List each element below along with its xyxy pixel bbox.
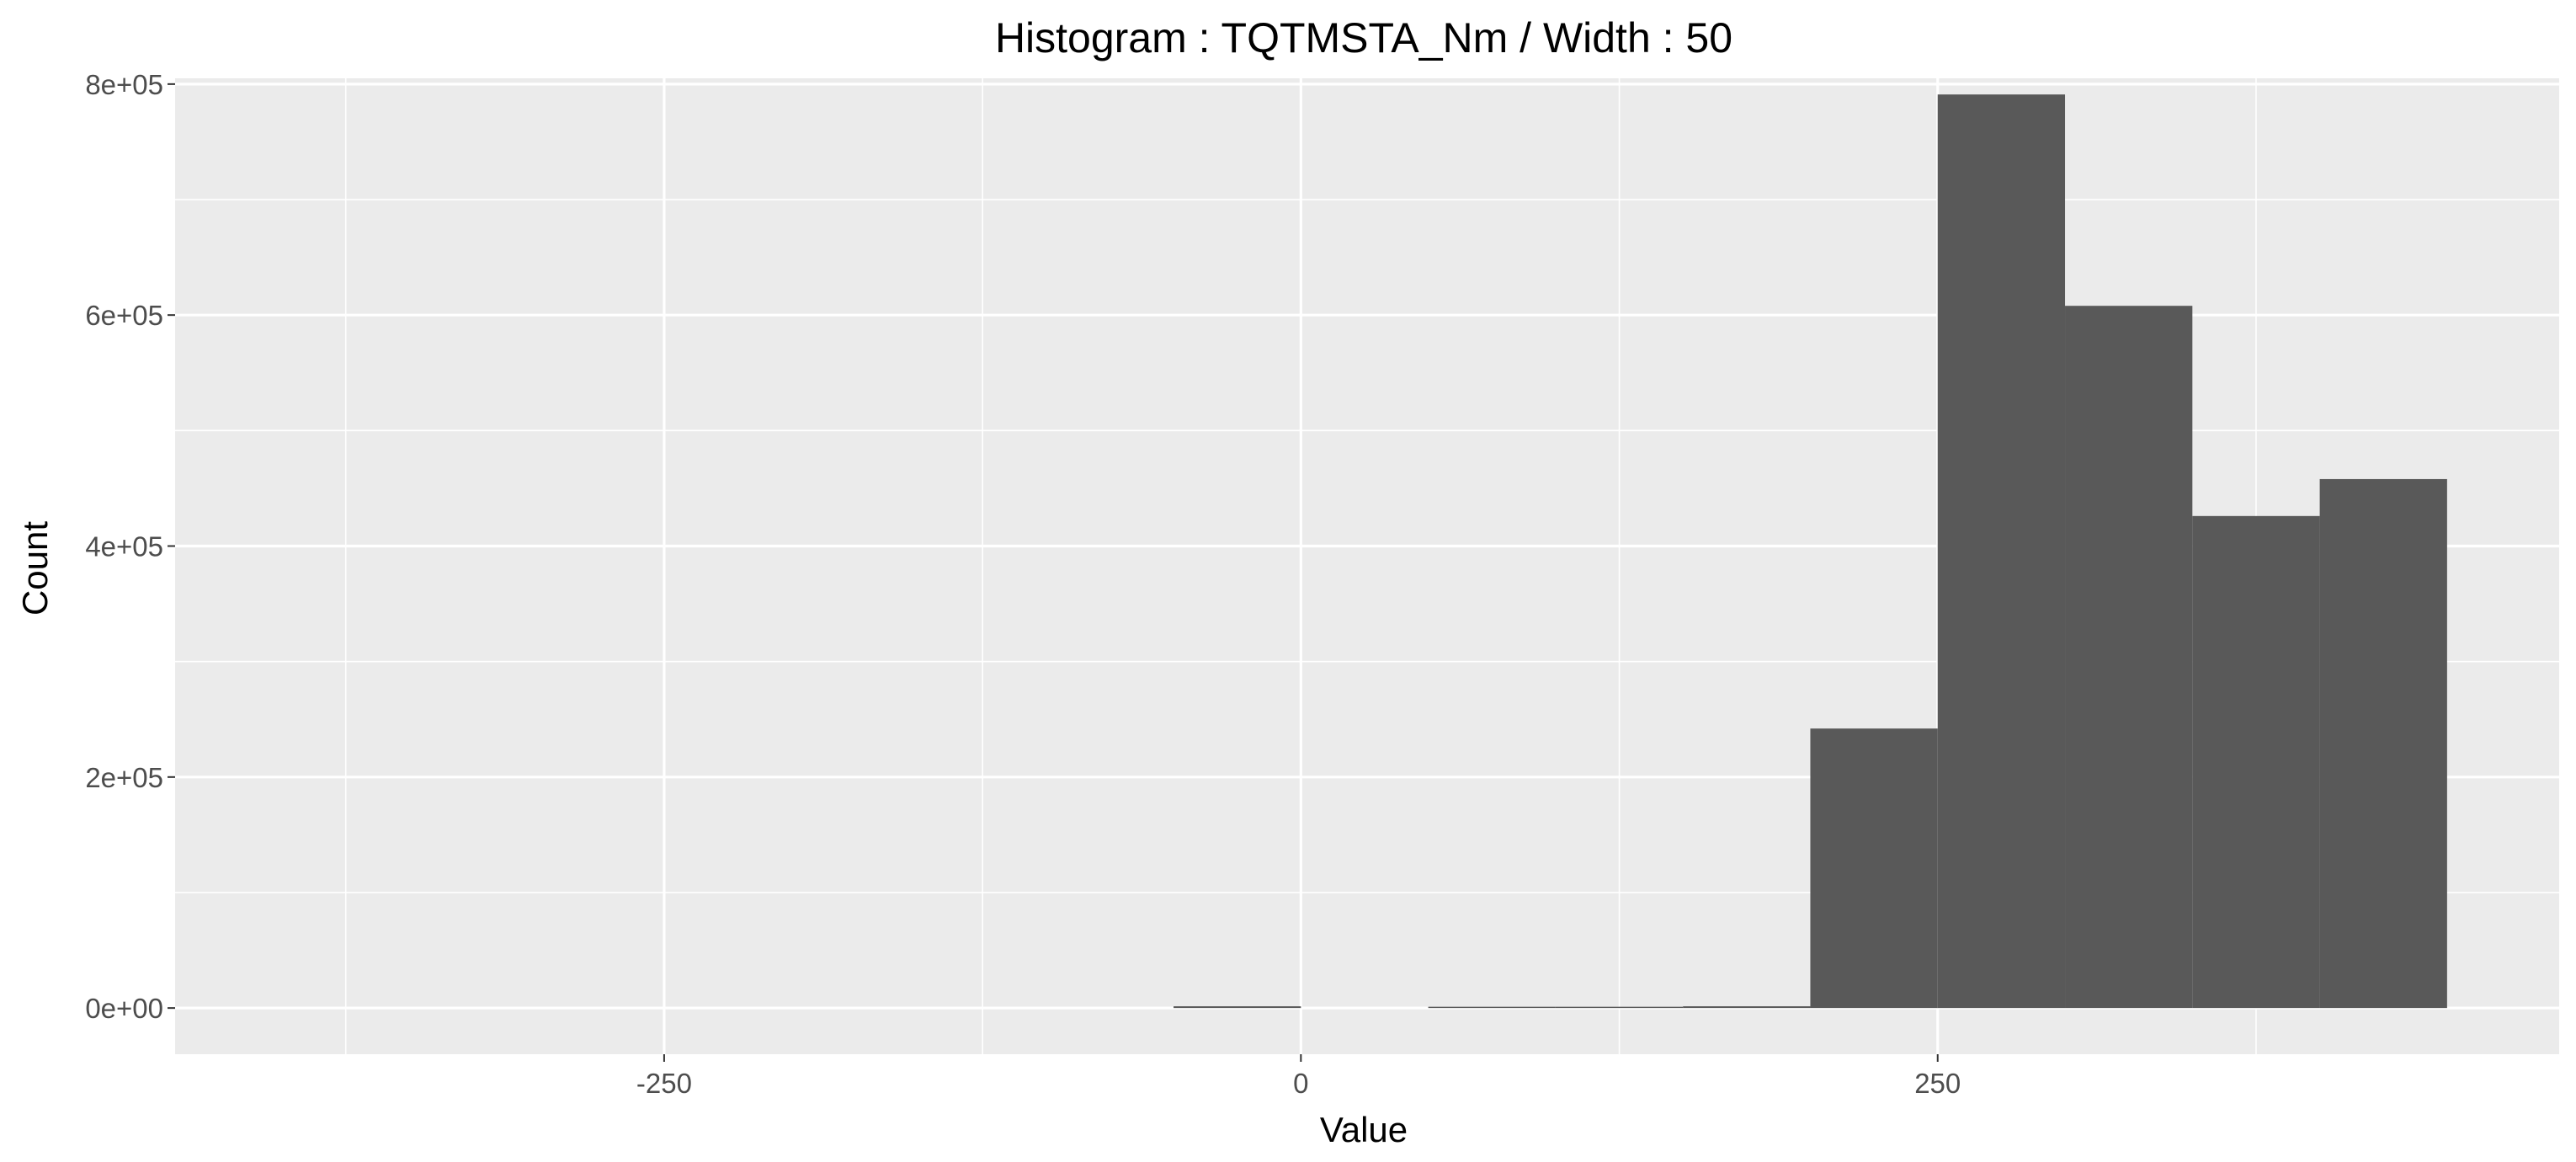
histogram-bar: [1174, 1006, 1301, 1009]
x-tick-label: 0: [1293, 1068, 1308, 1099]
y-tick-label: 8e+05: [85, 69, 163, 100]
y-axis-label: Count: [15, 521, 55, 616]
y-tick-label: 2e+05: [85, 762, 163, 793]
histogram-bar: [2065, 306, 2193, 1009]
histogram-bar: [2192, 515, 2320, 1009]
y-axis-ticks: 0e+00 2e+05 4e+05 6e+05 8e+05: [85, 69, 175, 1024]
histogram-bar: [1810, 728, 1938, 1009]
y-tick-label: 0e+00: [85, 993, 163, 1024]
histogram-bar: [1683, 1006, 1811, 1009]
x-tick-label: 250: [1914, 1068, 1961, 1099]
x-axis-ticks: -250 0 250: [636, 1054, 1961, 1099]
histogram-bars: [1174, 94, 2447, 1009]
y-tick-label: 4e+05: [85, 530, 163, 562]
x-tick-label: -250: [636, 1068, 692, 1099]
histogram-bar: [2319, 478, 2447, 1009]
chart-title: Histogram : TQTMSTA_Nm / Width : 50: [995, 14, 1732, 61]
y-tick-label: 6e+05: [85, 300, 163, 331]
histogram-bar: [1555, 1006, 1684, 1009]
histogram-bar: [1428, 1006, 1556, 1009]
x-axis-label: Value: [1320, 1110, 1408, 1149]
histogram-bar: [1937, 94, 2066, 1009]
